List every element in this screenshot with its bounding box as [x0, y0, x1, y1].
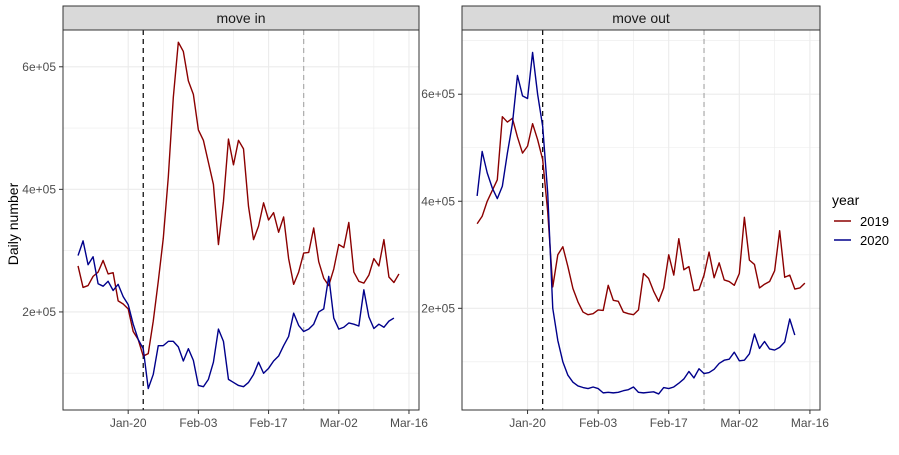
series-line-2020 — [77, 240, 395, 390]
panel-border — [461, 29, 821, 411]
y-tick-label: 2e+05 — [421, 301, 455, 315]
series-line-2019 — [77, 41, 400, 357]
facet-label: move out — [612, 10, 670, 26]
y-tick-label: 2e+05 — [22, 305, 56, 319]
x-tick-label: Jan-20 — [509, 416, 546, 430]
x-tick-label: Feb-03 — [179, 416, 217, 430]
x-tick-label: Mar-02 — [720, 416, 758, 430]
y-tick-label: 4e+05 — [22, 182, 56, 196]
facet-panels: move in Jan-20 Feb-03 Feb-17 Mar-02 Mar-16 2e+… — [22, 5, 829, 430]
panel-move-out: move out Jan-20 Feb-03 Feb-17 Mar-02 Mar-16 2e… — [421, 5, 829, 430]
series-line-2019 — [476, 116, 806, 316]
x-tick-label: Mar-16 — [390, 416, 428, 430]
legend: year 2019 2020 — [832, 192, 889, 248]
facet-strip — [62, 5, 420, 31]
y-tick-label: 6e+05 — [22, 60, 56, 74]
y-tick-label: 4e+05 — [421, 194, 455, 208]
panel-move-in: move in Jan-20 Feb-03 Feb-17 Mar-02 Mar-16 2e+… — [22, 5, 428, 430]
x-tick-label: Mar-16 — [791, 416, 829, 430]
panel-border — [62, 29, 420, 411]
x-tick-label: Feb-03 — [579, 416, 617, 430]
x-tick-label: Jan-20 — [110, 416, 147, 430]
x-tick-label: Feb-17 — [650, 416, 688, 430]
legend-label-2020: 2020 — [860, 233, 889, 248]
x-tick-label: Feb-17 — [250, 416, 288, 430]
legend-label-2019: 2019 — [860, 214, 889, 229]
series-line-2020 — [476, 51, 796, 395]
facet-label: move in — [216, 10, 265, 26]
x-tick-label: Mar-02 — [320, 416, 358, 430]
facet-strip — [461, 5, 821, 31]
legend-title: year — [832, 192, 860, 208]
y-tick-label: 6e+05 — [421, 87, 455, 101]
panel-background — [63, 30, 419, 410]
y-axis-label: Daily number — [5, 182, 21, 265]
